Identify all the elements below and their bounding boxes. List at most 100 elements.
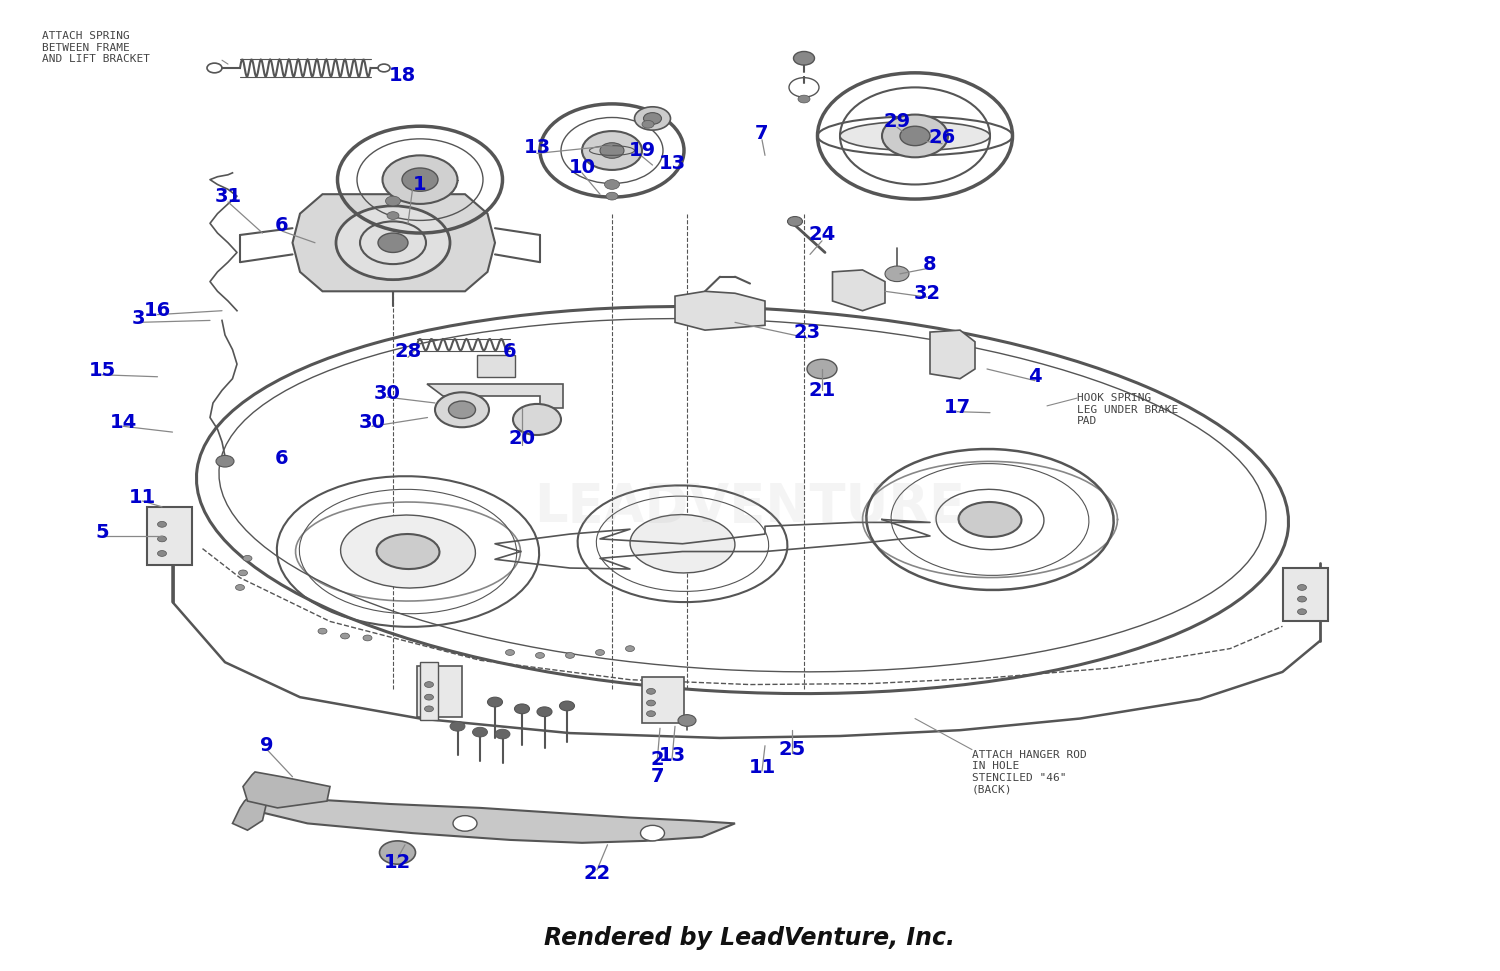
Text: 7: 7 <box>651 767 663 787</box>
Bar <box>642 677 684 723</box>
Text: 3: 3 <box>132 309 144 328</box>
Circle shape <box>363 635 372 641</box>
Circle shape <box>340 633 350 639</box>
Text: 18: 18 <box>388 66 416 85</box>
Text: 24: 24 <box>808 225 836 245</box>
Text: 1: 1 <box>413 175 428 194</box>
Circle shape <box>600 143 624 158</box>
Circle shape <box>336 206 450 280</box>
Text: LEADVENTURE: LEADVENTURE <box>534 481 966 533</box>
Text: HOOK SPRING
LEG UNDER BRAKE
PAD: HOOK SPRING LEG UNDER BRAKE PAD <box>1077 393 1179 426</box>
Circle shape <box>794 51 814 65</box>
Bar <box>417 666 462 717</box>
Text: 19: 19 <box>628 141 656 160</box>
Circle shape <box>448 401 476 419</box>
Circle shape <box>885 266 909 282</box>
Text: 6: 6 <box>274 216 290 235</box>
Bar <box>420 662 438 720</box>
Text: 6: 6 <box>274 449 290 468</box>
Circle shape <box>807 359 837 379</box>
Text: 11: 11 <box>129 487 156 507</box>
Circle shape <box>537 707 552 717</box>
Text: 13: 13 <box>524 138 550 157</box>
Circle shape <box>882 115 948 157</box>
Text: 9: 9 <box>261 736 273 755</box>
Ellipse shape <box>340 515 476 588</box>
Text: 12: 12 <box>384 853 411 872</box>
Circle shape <box>378 233 408 252</box>
Circle shape <box>646 688 656 694</box>
Circle shape <box>318 628 327 634</box>
Text: 13: 13 <box>658 153 686 173</box>
Ellipse shape <box>376 534 440 569</box>
Circle shape <box>596 650 604 655</box>
Text: ATTACH SPRING
BETWEEN FRAME
AND LIFT BRACKET: ATTACH SPRING BETWEEN FRAME AND LIFT BRA… <box>42 31 150 64</box>
Text: 4: 4 <box>1028 367 1042 386</box>
Circle shape <box>450 721 465 731</box>
Circle shape <box>238 570 248 576</box>
Text: 29: 29 <box>884 112 910 131</box>
Text: 5: 5 <box>94 522 110 542</box>
Circle shape <box>514 704 529 714</box>
Text: 28: 28 <box>394 342 422 361</box>
Text: 11: 11 <box>748 757 776 777</box>
Circle shape <box>216 455 234 467</box>
Circle shape <box>798 95 810 103</box>
Text: 6: 6 <box>503 342 518 361</box>
Circle shape <box>158 521 166 527</box>
Text: 14: 14 <box>110 413 136 432</box>
Circle shape <box>387 212 399 219</box>
Circle shape <box>1298 609 1306 615</box>
Text: 32: 32 <box>914 284 940 303</box>
Ellipse shape <box>630 515 735 573</box>
Circle shape <box>424 706 433 712</box>
Circle shape <box>472 727 488 737</box>
Bar <box>1282 568 1328 621</box>
Circle shape <box>488 697 502 707</box>
Circle shape <box>513 404 561 435</box>
Text: 21: 21 <box>808 381 836 400</box>
Circle shape <box>402 168 438 191</box>
Circle shape <box>626 646 634 652</box>
Circle shape <box>644 113 662 124</box>
Circle shape <box>606 192 618 200</box>
Circle shape <box>453 816 477 831</box>
Text: 31: 31 <box>214 186 242 206</box>
Circle shape <box>236 585 244 590</box>
Bar <box>147 507 192 565</box>
Polygon shape <box>292 194 495 291</box>
Circle shape <box>582 131 642 170</box>
Text: 30: 30 <box>374 384 400 403</box>
Circle shape <box>1298 585 1306 590</box>
Circle shape <box>536 653 544 658</box>
Ellipse shape <box>958 502 1022 537</box>
Circle shape <box>646 700 656 706</box>
Text: 15: 15 <box>88 361 116 381</box>
Text: 25: 25 <box>778 740 806 759</box>
Text: 22: 22 <box>584 864 610 884</box>
Bar <box>477 355 514 377</box>
Circle shape <box>900 126 930 146</box>
Text: 26: 26 <box>928 128 956 148</box>
Circle shape <box>435 392 489 427</box>
Circle shape <box>646 711 656 717</box>
Text: 7: 7 <box>754 124 768 144</box>
Circle shape <box>424 682 433 687</box>
Polygon shape <box>427 384 562 408</box>
Circle shape <box>642 120 654 128</box>
Circle shape <box>560 701 574 711</box>
Circle shape <box>566 653 574 658</box>
Circle shape <box>382 155 458 204</box>
Circle shape <box>678 715 696 726</box>
Circle shape <box>788 217 802 226</box>
Text: 17: 17 <box>944 398 970 418</box>
Circle shape <box>604 180 619 189</box>
Text: 10: 10 <box>568 157 596 177</box>
Polygon shape <box>833 270 885 311</box>
Circle shape <box>424 694 433 700</box>
Circle shape <box>495 729 510 739</box>
Circle shape <box>158 551 166 556</box>
Text: 23: 23 <box>794 322 820 342</box>
Circle shape <box>640 825 664 841</box>
Circle shape <box>1298 596 1306 602</box>
